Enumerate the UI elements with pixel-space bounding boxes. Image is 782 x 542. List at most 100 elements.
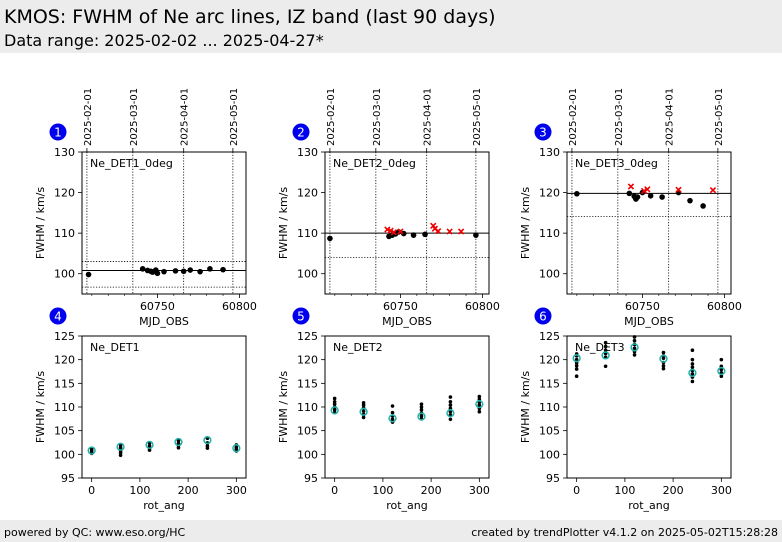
x-axis-label: rot_ang <box>386 499 428 512</box>
data-point <box>85 271 92 278</box>
mean-marker <box>232 444 241 453</box>
data-point <box>690 379 695 384</box>
mean-marker <box>330 406 339 415</box>
data-point <box>154 270 161 277</box>
y-axis-label: FWHM / km/s <box>519 187 532 259</box>
data-point <box>390 410 395 415</box>
data-point <box>361 400 366 405</box>
panel-number-label: 3 <box>539 126 547 140</box>
date-tick-label: 2025-03-01 <box>129 88 140 146</box>
y-tick-label: 100 <box>54 268 75 281</box>
date-tick-label: 2025-05-01 <box>229 88 240 146</box>
y-tick-label: 95 <box>304 472 318 485</box>
data-point <box>473 232 479 238</box>
y-tick-label: 110 <box>54 401 75 414</box>
outlier-point <box>457 228 465 235</box>
plot-frame <box>566 151 732 295</box>
panel-number-label: 1 <box>54 126 62 140</box>
y-tick-label: 100 <box>539 268 560 281</box>
outlier-stroke <box>387 227 394 234</box>
data-point <box>205 444 210 448</box>
mean-marker <box>630 343 639 352</box>
mean-marker <box>203 435 212 445</box>
data-point <box>661 364 666 368</box>
data-point <box>448 399 453 404</box>
x-axis-label: rot_ang <box>143 499 185 512</box>
data-point <box>477 409 482 414</box>
data-point <box>172 268 179 274</box>
data-point <box>448 395 453 399</box>
data-point <box>632 346 637 351</box>
x-tick-label: 60800 <box>465 300 500 313</box>
data-point <box>176 438 181 443</box>
data-point <box>139 266 146 272</box>
outlier-point <box>640 187 648 195</box>
outlier-point <box>397 228 404 235</box>
x-tick-label: 100 <box>372 484 393 497</box>
outlier-stroke <box>627 183 635 190</box>
data-point <box>603 348 608 353</box>
data-point <box>176 441 181 446</box>
panel-number-badge <box>49 307 67 325</box>
panel-number-badge <box>534 307 552 325</box>
data-point <box>410 232 417 238</box>
panel-number-badge <box>534 123 552 141</box>
y-tick-label: 125 <box>539 330 560 343</box>
data-point <box>419 414 424 418</box>
data-point <box>477 403 482 407</box>
data-point <box>632 338 637 343</box>
data-point <box>603 340 608 345</box>
data-point <box>632 335 637 339</box>
x-tick-label: 300 <box>226 484 247 497</box>
outlier-point <box>434 227 442 235</box>
data-point <box>690 365 695 370</box>
outlier-stroke <box>640 187 648 195</box>
date-tick-label: 2025-02-01 <box>326 88 337 146</box>
x-tick-label: 0 <box>88 484 95 497</box>
data-point <box>719 374 724 379</box>
y-tick-label: 105 <box>54 425 75 438</box>
y-tick-label: 125 <box>297 330 318 343</box>
y-axis-label: FWHM / km/s <box>277 371 290 443</box>
data-point <box>207 266 213 272</box>
data-point <box>390 417 395 422</box>
footer-bar: powered by QC: www.eso.org/HC created by… <box>0 520 782 542</box>
panel-number-label: 5 <box>297 310 305 324</box>
y-tick-label: 120 <box>539 354 560 367</box>
header-bar: KMOS: FWHM of Ne arc lines, IZ band (las… <box>0 0 782 53</box>
y-tick-label: 115 <box>54 377 75 390</box>
date-tick-label: 2025-03-01 <box>372 88 383 146</box>
y-tick-label: 120 <box>539 187 560 200</box>
data-point <box>626 190 633 197</box>
panel-number-badge <box>292 123 310 141</box>
date-tick-label: 2025-02-01 <box>83 88 94 146</box>
data-point <box>690 348 695 353</box>
x-axis-label: MJD_OBS <box>624 315 674 328</box>
panel-4: 95 100 105 110 115 120 125 0 100 200 300 rot_ang FWH… <box>34 307 247 512</box>
y-axis-label: FWHM / km/s <box>34 371 47 443</box>
data-point <box>220 266 226 273</box>
date-tick-label: 2025-05-01 <box>714 88 725 146</box>
outlier-stroke <box>430 222 437 230</box>
outlier-stroke <box>709 186 717 194</box>
x-tick-label: 60750 <box>625 300 660 313</box>
data-point <box>332 408 337 412</box>
plot-frame <box>324 151 490 295</box>
x-tick-label: 0 <box>331 484 338 497</box>
outlier-point <box>709 186 717 194</box>
y-tick-label: 120 <box>54 187 75 200</box>
y-tick-label: 130 <box>539 146 560 159</box>
data-point <box>574 364 579 368</box>
x-tick-label: 100 <box>614 484 635 497</box>
data-point <box>419 405 424 409</box>
y-tick-label: 120 <box>54 354 75 367</box>
y-tick-label: 95 <box>61 472 75 485</box>
y-tick-label: 100 <box>297 268 318 281</box>
data-point <box>448 403 453 407</box>
outlier-stroke <box>390 229 398 236</box>
data-point <box>700 203 706 209</box>
data-point <box>180 268 187 275</box>
x-tick-label: 300 <box>469 484 490 497</box>
y-tick-label: 110 <box>539 227 560 240</box>
data-point <box>361 415 366 420</box>
